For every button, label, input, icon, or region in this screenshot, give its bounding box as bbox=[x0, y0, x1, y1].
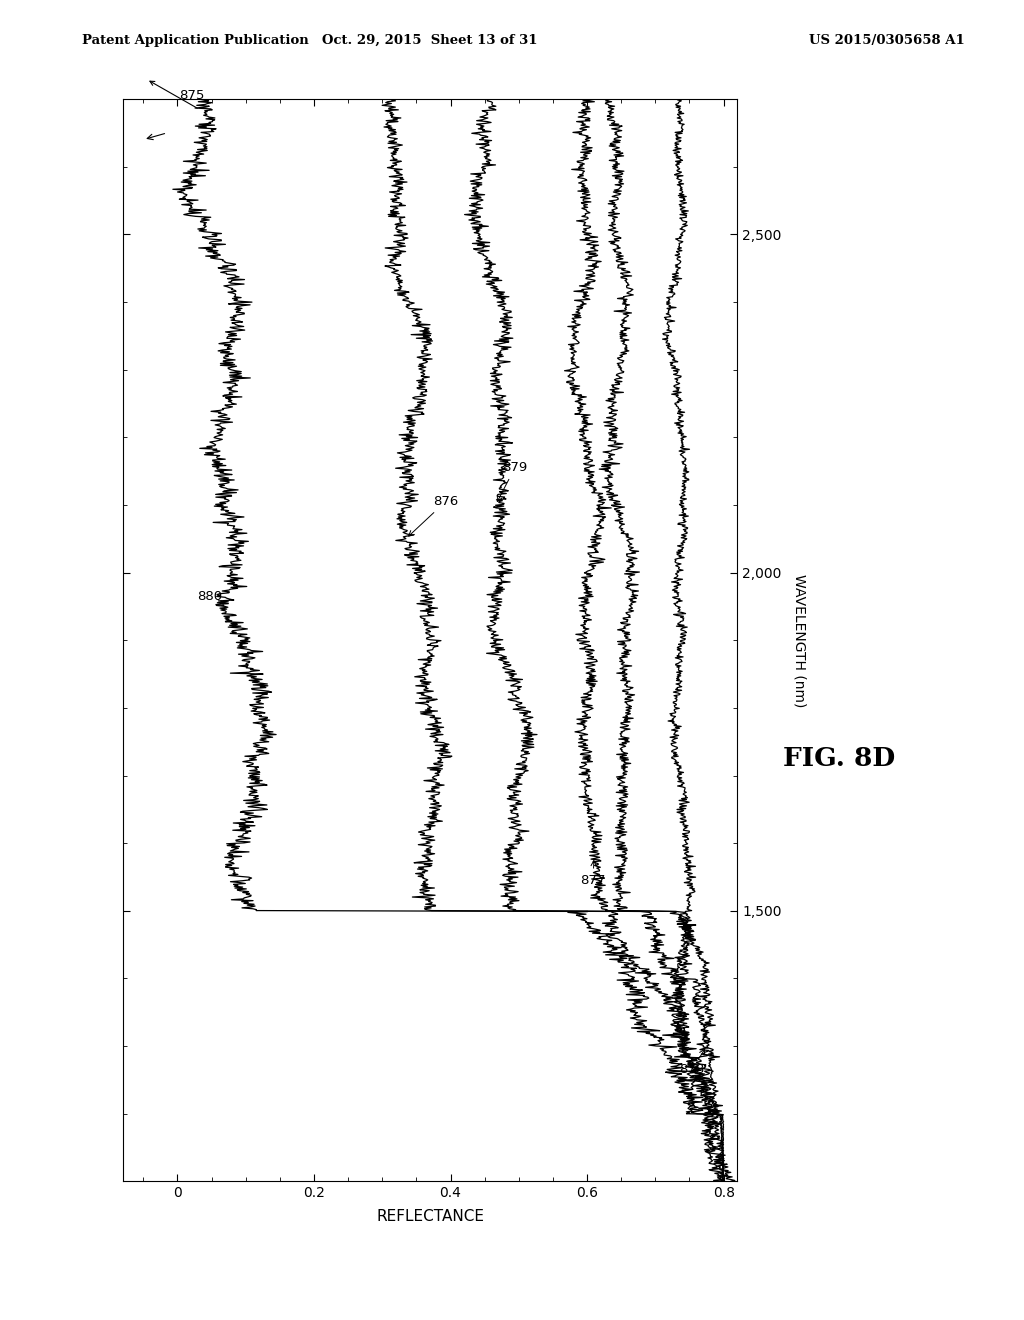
Text: 876: 876 bbox=[409, 495, 459, 536]
Text: Patent Application Publication: Patent Application Publication bbox=[82, 33, 308, 46]
Text: 878: 878 bbox=[679, 1049, 705, 1076]
X-axis label: REFLECTANCE: REFLECTANCE bbox=[376, 1209, 484, 1224]
Text: FIG. 8D: FIG. 8D bbox=[783, 747, 896, 771]
Text: US 2015/0305658 A1: US 2015/0305658 A1 bbox=[809, 33, 965, 46]
Y-axis label: WAVELENGTH (nm): WAVELENGTH (nm) bbox=[793, 573, 807, 708]
Text: 877: 877 bbox=[581, 861, 606, 887]
Text: 879: 879 bbox=[498, 461, 527, 502]
Text: Oct. 29, 2015  Sheet 13 of 31: Oct. 29, 2015 Sheet 13 of 31 bbox=[323, 33, 538, 46]
Text: 875: 875 bbox=[179, 88, 205, 102]
Text: 880: 880 bbox=[198, 590, 224, 606]
